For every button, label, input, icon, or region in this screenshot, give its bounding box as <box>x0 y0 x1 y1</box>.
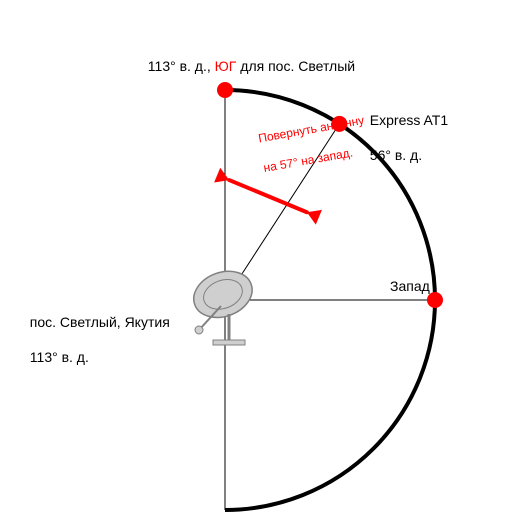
rotation-line1: Повернуть антенну <box>257 113 365 145</box>
south-label-highlight: ЮГ <box>215 58 237 74</box>
rotation-arrow-shaft <box>229 180 307 212</box>
south-point <box>217 82 233 98</box>
azimuth-diagram <box>0 0 513 526</box>
south-label: 113° в. д., ЮГ для пос. Светлый <box>140 40 355 75</box>
location-line1: пос. Светлый, Якутия <box>30 314 170 330</box>
rotation-arrow-head-b <box>307 210 322 225</box>
location-line2: 113° в. д. <box>30 349 89 365</box>
satellite-longitude: 56° в. д. <box>370 147 422 163</box>
satellite-name: Express AT1 <box>370 112 448 128</box>
rotation-arrow-head-a <box>214 168 229 183</box>
south-label-post: для пос. Светлый <box>236 58 355 74</box>
satellite-label: Express AT1 56° в. д. <box>362 94 448 164</box>
south-label-pre: 113° в. д., <box>148 58 215 74</box>
dish-icon <box>187 263 258 345</box>
location-label: пос. Светлый, Якутия 113° в. д. <box>22 296 170 366</box>
west-label: Запад <box>390 278 430 296</box>
